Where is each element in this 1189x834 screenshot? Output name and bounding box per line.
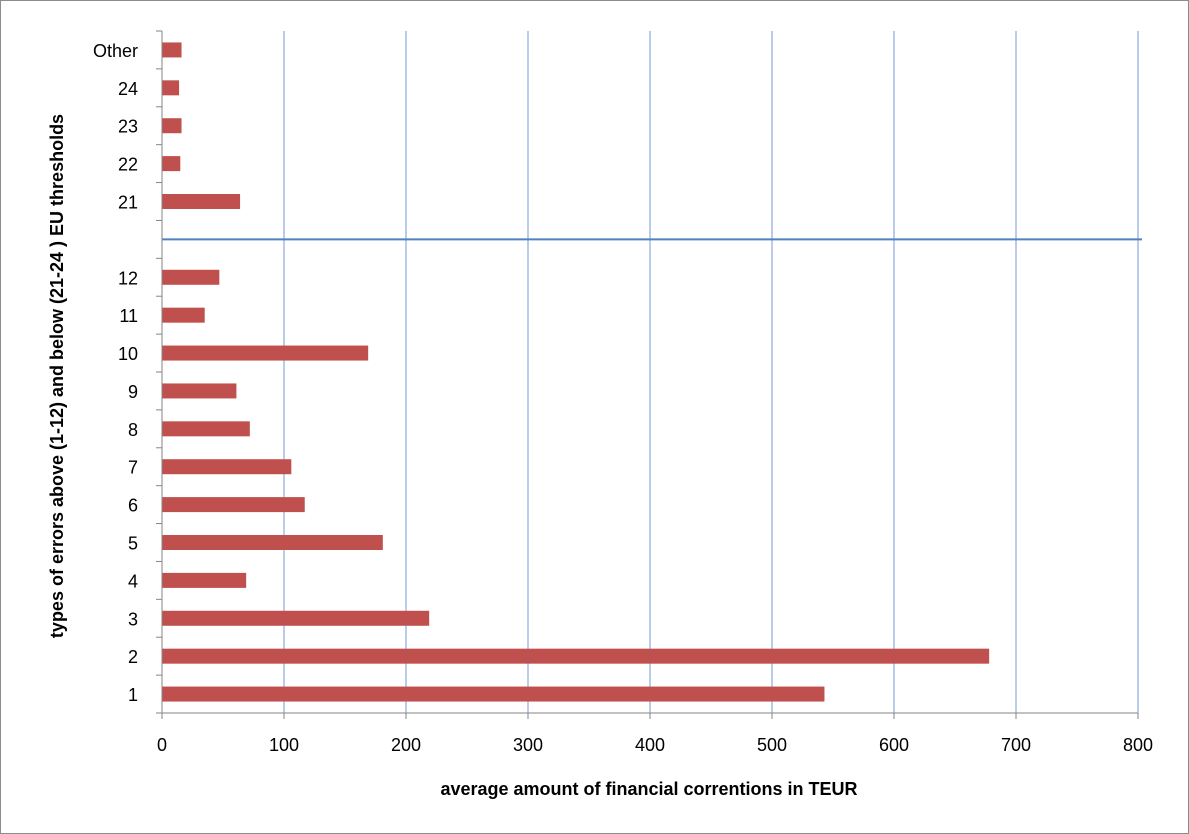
bar-1 <box>162 686 825 702</box>
bars <box>162 42 990 702</box>
y-tick-label: 22 <box>118 155 138 175</box>
y-tick-label: 12 <box>118 268 138 288</box>
bar-3 <box>162 610 430 626</box>
y-tick-label: 9 <box>128 382 138 402</box>
y-tick-label: 6 <box>128 496 138 516</box>
x-tick-label: 500 <box>757 735 787 755</box>
bar-6 <box>162 497 305 513</box>
bar-22 <box>162 156 181 172</box>
bar-12 <box>162 269 220 285</box>
x-tick-label: 600 <box>879 735 909 755</box>
y-tick-label: 23 <box>118 117 138 137</box>
y-tick-label: 3 <box>128 609 138 629</box>
bar-9 <box>162 383 237 399</box>
bar-10 <box>162 345 369 361</box>
y-tick-label: 5 <box>128 534 138 554</box>
bar-5 <box>162 535 383 550</box>
y-tick-label: Other <box>93 41 138 61</box>
x-tick-label: 700 <box>1001 735 1031 755</box>
axes <box>156 30 1142 719</box>
y-tick-label: 21 <box>118 193 138 213</box>
bar-other <box>162 42 182 58</box>
x-tick-label: 200 <box>391 735 421 755</box>
y-tick-label: 10 <box>118 344 138 364</box>
y-tick-label: 2 <box>128 647 138 667</box>
gridlines <box>283 31 1139 713</box>
bar-8 <box>162 421 250 437</box>
x-axis-title: average amount of financial correntions … <box>440 779 857 799</box>
bar-23 <box>162 118 182 134</box>
bar-24 <box>162 80 180 96</box>
x-tick-label: 800 <box>1123 735 1153 755</box>
x-tick-label: 0 <box>157 735 167 755</box>
y-tick-label: 11 <box>119 306 138 326</box>
y-tick-label: 1 <box>128 685 138 705</box>
bar-11 <box>162 307 205 323</box>
bar-2 <box>162 648 990 664</box>
x-tick-label: 300 <box>513 735 543 755</box>
y-tick-label: 24 <box>118 79 138 99</box>
y-tick-label: 8 <box>128 420 138 440</box>
bar-4 <box>162 572 247 588</box>
x-tick-label: 100 <box>269 735 299 755</box>
y-tick-label: 4 <box>128 571 138 591</box>
x-tick-labels: 0 100 200 300 400 500 600 700 800 <box>157 735 1153 755</box>
y-axis-title: types of errors above (1-12) and below (… <box>47 114 67 638</box>
y-tick-label: 7 <box>128 458 138 478</box>
bar-21 <box>162 194 241 209</box>
x-tick-label: 400 <box>635 735 665 755</box>
bar-7 <box>162 459 292 475</box>
